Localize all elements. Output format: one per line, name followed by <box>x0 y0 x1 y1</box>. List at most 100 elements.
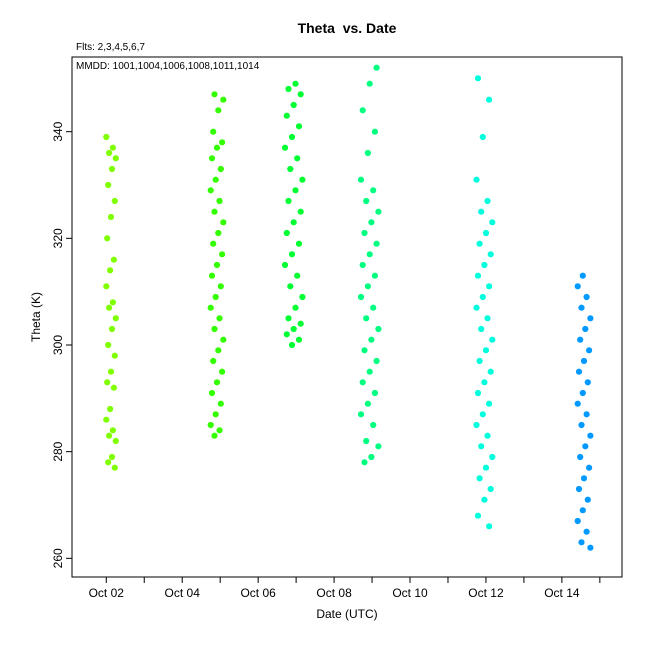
data-point <box>111 464 118 471</box>
data-point <box>575 368 583 375</box>
data-point <box>105 341 112 349</box>
data-point <box>583 411 590 418</box>
data-point <box>287 165 294 173</box>
data-point <box>582 443 589 450</box>
y-tick-label: 340 <box>51 121 65 141</box>
data-point <box>584 496 591 503</box>
data-point <box>213 261 221 269</box>
data-point <box>484 432 491 439</box>
data-point <box>294 272 301 279</box>
data-point <box>299 293 306 301</box>
data-point <box>281 261 289 269</box>
data-point <box>103 283 110 290</box>
data-point <box>220 219 227 226</box>
data-point <box>361 459 368 466</box>
data-point <box>281 144 289 151</box>
data-point <box>207 187 214 194</box>
data-point <box>283 112 290 119</box>
data-point <box>211 325 218 333</box>
data-point <box>208 272 216 279</box>
data-point <box>473 304 480 311</box>
data-point <box>105 181 112 189</box>
data-point <box>285 85 292 93</box>
x-tick-label: Oct 10 <box>392 586 428 600</box>
data-point <box>478 443 485 450</box>
data-point <box>479 133 486 141</box>
data-point <box>297 91 304 98</box>
data-point <box>287 283 294 290</box>
data-point <box>478 208 485 215</box>
data-point <box>290 101 297 109</box>
data-point <box>111 197 118 205</box>
data-point <box>213 379 221 386</box>
data-point <box>479 411 486 418</box>
data-point <box>587 544 594 551</box>
data-point <box>479 293 486 301</box>
data-point <box>375 443 382 450</box>
data-point <box>107 213 115 221</box>
data-point <box>220 336 227 343</box>
x-tick-label: Oct 14 <box>544 586 580 600</box>
data-point <box>375 208 382 215</box>
y-tick-label: 260 <box>51 548 65 568</box>
data-point <box>583 293 590 301</box>
data-point <box>212 293 219 301</box>
x-axis-label: Date (UTC) <box>316 607 377 621</box>
data-point <box>290 219 297 226</box>
data-point <box>579 272 586 279</box>
data-point <box>104 235 111 242</box>
data-point <box>586 347 593 354</box>
data-point <box>103 416 110 423</box>
data-point <box>359 107 366 114</box>
data-point <box>370 304 377 311</box>
data-point <box>361 229 368 237</box>
data-point <box>583 528 590 535</box>
data-point <box>373 357 380 365</box>
chart-title: Theta vs. Date <box>298 20 397 36</box>
data-point <box>107 368 115 375</box>
data-point <box>361 347 368 354</box>
data-point <box>219 139 226 146</box>
data-point <box>292 80 299 87</box>
data-point <box>366 368 373 375</box>
data-point <box>474 389 482 397</box>
data-point <box>285 197 292 205</box>
data-point <box>212 411 219 418</box>
data-point <box>371 128 378 135</box>
data-point <box>299 176 306 183</box>
data-point <box>574 517 581 525</box>
data-point <box>108 325 116 333</box>
data-point <box>368 453 375 461</box>
data-point <box>294 155 301 162</box>
data-points <box>103 64 594 551</box>
data-point <box>288 251 296 258</box>
data-point <box>476 240 483 247</box>
x-axis: Oct 02 Oct 04 Oct 06 Oct 08 Oct 10 Oct 12 Oct … <box>89 577 601 600</box>
data-point <box>215 229 222 237</box>
data-point <box>489 453 496 461</box>
data-point <box>290 325 297 333</box>
y-axis-label: Theta (K) <box>29 292 43 342</box>
data-point <box>582 325 589 333</box>
data-point <box>484 197 491 205</box>
flights-subtitle: Flts: 2,3,4,5,6,7 <box>76 42 145 53</box>
data-point <box>109 144 116 151</box>
data-point <box>207 304 214 311</box>
data-point <box>371 272 378 279</box>
data-point <box>375 325 382 333</box>
data-point <box>473 176 480 183</box>
data-point <box>578 539 585 546</box>
plot-frame <box>71 56 623 578</box>
data-point <box>482 464 490 471</box>
data-point <box>486 283 493 290</box>
x-tick-label: Oct 06 <box>240 586 276 600</box>
data-point <box>208 389 216 397</box>
y-tick-label: 300 <box>51 335 65 355</box>
data-point <box>577 453 584 461</box>
y-tick-label: 320 <box>51 228 65 248</box>
data-point <box>481 496 488 503</box>
data-point <box>486 96 493 103</box>
mmdd-annotation: MMDD: 1001,1004,1006,1008,1011,1014 <box>76 61 260 72</box>
data-point <box>217 165 224 173</box>
data-point <box>487 251 494 258</box>
